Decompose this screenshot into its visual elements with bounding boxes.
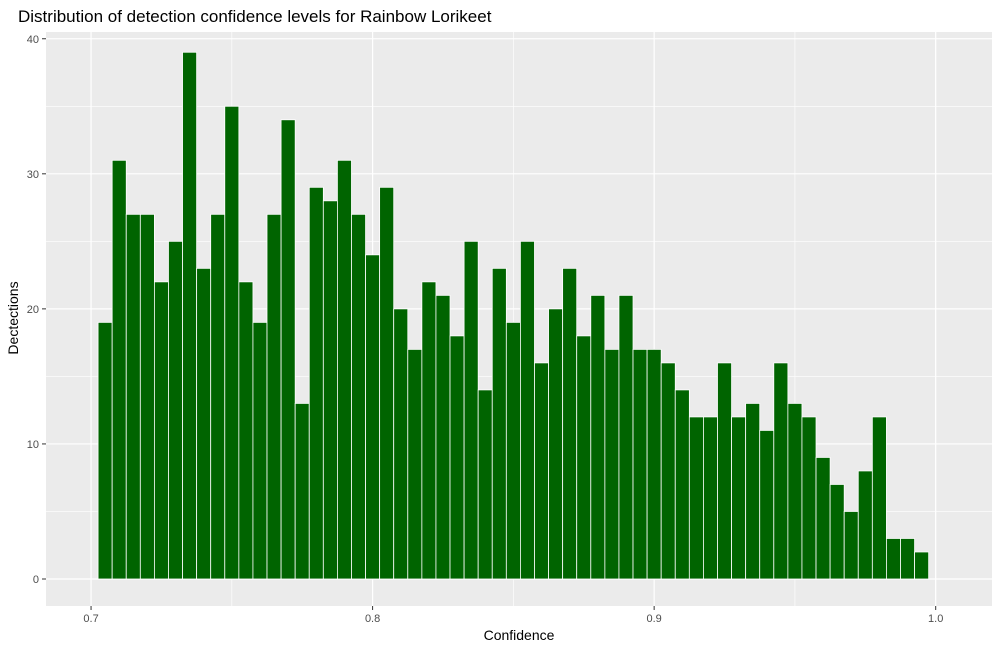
histogram-bar [252, 321, 268, 580]
histogram-bar [322, 200, 338, 580]
x-tick-label: 0.9 [646, 613, 661, 625]
histogram-bar [829, 484, 845, 580]
histogram-bar [407, 348, 423, 580]
histogram-bar [646, 348, 662, 580]
x-tick-label: 0.8 [365, 613, 380, 625]
histogram-bar [365, 254, 381, 580]
histogram-bar [449, 335, 465, 580]
histogram-bar [562, 267, 578, 580]
histogram-bar [773, 362, 789, 580]
y-tick-label: 0 [33, 574, 39, 586]
histogram-bar [196, 267, 212, 580]
histogram-bar [97, 321, 113, 580]
histogram-bar [168, 240, 183, 580]
x-tick-label: 1.0 [928, 613, 943, 625]
x-axis-title: Confidence [484, 627, 555, 643]
chart-title: Distribution of detection confidence lev… [18, 7, 492, 26]
histogram-bar [477, 389, 493, 580]
y-tick-label: 30 [27, 169, 39, 181]
histogram-bar [210, 213, 226, 580]
histogram-bar [224, 105, 240, 580]
histogram-bar [548, 308, 564, 580]
histogram-bar [801, 416, 817, 580]
histogram-bar [871, 416, 887, 580]
histogram-bar [520, 240, 535, 580]
histogram-bar [843, 511, 859, 580]
histogram-bar [717, 362, 732, 580]
histogram-bar [266, 213, 282, 580]
histogram-bar [886, 538, 901, 580]
histogram-bar [491, 267, 507, 580]
histogram-bar [703, 416, 718, 580]
histogram-bar [139, 213, 155, 580]
histogram-bar [857, 470, 873, 580]
histogram-bar [337, 159, 352, 580]
histogram-bar [280, 119, 296, 580]
histogram-bar [815, 457, 831, 580]
histogram-bar [393, 308, 409, 580]
y-axis: 0 10 20 30 40 [27, 34, 46, 586]
histogram-bar [632, 348, 648, 580]
histogram-bar [618, 294, 634, 580]
histogram-bar [787, 403, 803, 580]
histogram-bar [505, 321, 521, 580]
histogram-bar [534, 362, 549, 580]
histogram-bar [604, 348, 620, 580]
histogram-bar [688, 416, 704, 580]
histogram-bar [435, 294, 451, 580]
y-tick-label: 10 [27, 439, 39, 451]
y-tick-label: 20 [27, 304, 39, 316]
histogram-bar [111, 159, 127, 580]
histogram-bar [153, 281, 169, 580]
histogram-bars [97, 51, 930, 580]
histogram-bar [745, 403, 761, 580]
histogram-bar [660, 362, 676, 580]
histogram-bar [294, 403, 310, 580]
histogram-bar [759, 430, 775, 580]
histogram-bar [674, 389, 690, 580]
histogram-bar [421, 281, 437, 580]
histogram-bar [914, 551, 930, 580]
histogram-bar [731, 416, 747, 580]
histogram-bar [351, 213, 366, 580]
histogram-bar [379, 186, 395, 580]
histogram-bar [590, 294, 606, 580]
y-tick-label: 40 [27, 34, 39, 46]
histogram-bar [238, 281, 254, 580]
histogram-bar [576, 335, 592, 580]
y-axis-title: Dectections [5, 281, 21, 354]
histogram-bar [308, 186, 324, 580]
x-tick-label: 0.7 [83, 613, 98, 625]
histogram-bar [463, 240, 479, 580]
x-axis: 0.7 0.8 0.9 1.0 [83, 606, 943, 625]
histogram-bar [182, 51, 198, 580]
histogram-bar [125, 213, 141, 580]
histogram-bar [900, 538, 915, 580]
